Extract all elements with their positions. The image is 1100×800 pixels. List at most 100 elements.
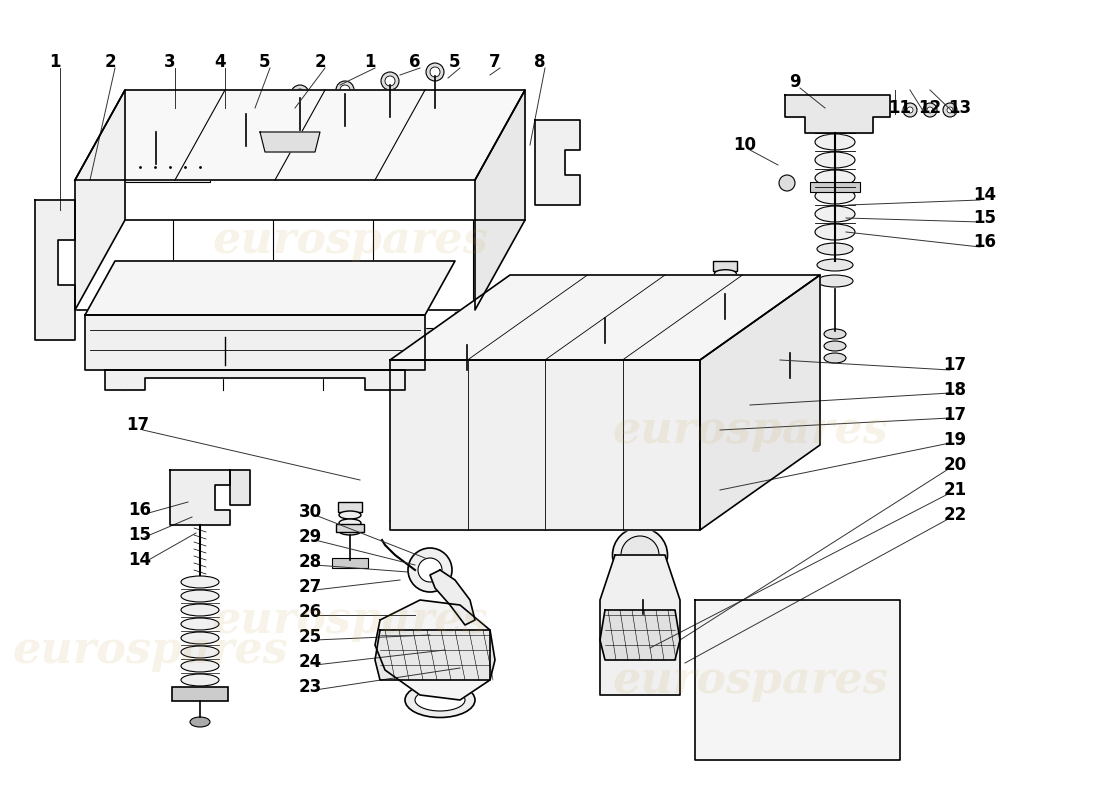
Circle shape — [927, 107, 933, 113]
Polygon shape — [600, 555, 680, 695]
Ellipse shape — [817, 259, 852, 271]
Ellipse shape — [182, 646, 219, 658]
Circle shape — [340, 85, 350, 95]
Text: 10: 10 — [734, 136, 757, 154]
Ellipse shape — [815, 152, 855, 168]
Polygon shape — [700, 275, 820, 530]
Ellipse shape — [714, 278, 736, 286]
Ellipse shape — [720, 320, 730, 326]
Bar — [593, 285, 617, 294]
Bar — [778, 319, 802, 330]
Circle shape — [292, 85, 309, 103]
Ellipse shape — [182, 477, 202, 487]
Ellipse shape — [339, 527, 361, 535]
Circle shape — [903, 103, 917, 117]
Text: 29: 29 — [298, 528, 321, 546]
Bar — [338, 502, 362, 512]
Bar — [810, 182, 860, 192]
Text: 7: 7 — [490, 53, 500, 71]
Polygon shape — [230, 470, 250, 505]
Ellipse shape — [600, 343, 610, 350]
Polygon shape — [785, 95, 890, 133]
Text: 16: 16 — [129, 501, 152, 519]
Bar — [55, 216, 77, 234]
Ellipse shape — [456, 329, 478, 337]
Text: 15: 15 — [129, 526, 152, 544]
Text: 26: 26 — [298, 603, 321, 621]
Text: eurospares: eurospares — [212, 598, 488, 642]
Text: 14: 14 — [974, 186, 997, 204]
Ellipse shape — [462, 370, 472, 377]
Ellipse shape — [182, 590, 219, 602]
Ellipse shape — [594, 302, 616, 310]
Polygon shape — [85, 315, 425, 370]
Ellipse shape — [779, 329, 801, 337]
Bar — [172, 687, 228, 701]
Circle shape — [637, 609, 649, 621]
Bar — [125, 303, 160, 317]
Text: 17: 17 — [944, 356, 967, 374]
Circle shape — [408, 548, 452, 592]
Text: 3: 3 — [164, 53, 176, 71]
Text: 12: 12 — [918, 99, 942, 117]
Ellipse shape — [714, 286, 736, 294]
Circle shape — [241, 105, 251, 114]
Polygon shape — [170, 470, 230, 525]
Ellipse shape — [613, 527, 668, 582]
Circle shape — [295, 89, 305, 99]
Text: eurospares: eurospares — [612, 658, 888, 702]
Polygon shape — [375, 600, 490, 700]
Polygon shape — [535, 120, 580, 205]
Circle shape — [430, 67, 440, 77]
Ellipse shape — [182, 489, 202, 499]
Bar — [591, 306, 619, 314]
Ellipse shape — [817, 275, 852, 287]
Polygon shape — [75, 90, 125, 310]
Circle shape — [828, 98, 852, 122]
Circle shape — [151, 122, 161, 133]
Polygon shape — [375, 630, 495, 680]
Ellipse shape — [190, 717, 210, 727]
Ellipse shape — [182, 576, 219, 588]
Bar — [455, 312, 480, 322]
Polygon shape — [390, 360, 700, 530]
Ellipse shape — [339, 511, 361, 519]
Ellipse shape — [815, 206, 855, 222]
Polygon shape — [600, 610, 680, 660]
Circle shape — [923, 103, 937, 117]
Circle shape — [779, 175, 795, 191]
Ellipse shape — [750, 701, 850, 755]
Text: 30: 30 — [298, 503, 321, 521]
Text: 4: 4 — [214, 53, 225, 71]
Circle shape — [834, 104, 846, 116]
Bar — [125, 152, 210, 182]
Ellipse shape — [750, 666, 850, 721]
Text: 21: 21 — [944, 481, 967, 499]
Ellipse shape — [415, 689, 465, 711]
Ellipse shape — [815, 224, 855, 240]
Bar — [453, 334, 482, 342]
Text: 27: 27 — [298, 578, 321, 596]
Polygon shape — [104, 370, 405, 390]
Text: 24: 24 — [298, 653, 321, 671]
Ellipse shape — [815, 170, 855, 186]
Text: 17: 17 — [944, 406, 967, 424]
Ellipse shape — [779, 345, 801, 353]
Text: 8: 8 — [535, 53, 546, 71]
Text: 1: 1 — [364, 53, 376, 71]
Bar — [714, 261, 737, 270]
Polygon shape — [35, 200, 75, 340]
Text: 19: 19 — [944, 431, 967, 449]
Circle shape — [947, 107, 953, 113]
Circle shape — [147, 118, 165, 137]
Circle shape — [336, 81, 354, 99]
Text: 28: 28 — [298, 553, 321, 571]
Bar — [712, 282, 739, 290]
Ellipse shape — [785, 378, 795, 385]
Text: eurospares: eurospares — [212, 218, 488, 262]
Circle shape — [908, 107, 913, 113]
Text: 5: 5 — [260, 53, 271, 71]
Text: 22: 22 — [944, 506, 967, 524]
Bar — [332, 558, 368, 568]
Ellipse shape — [182, 618, 219, 630]
